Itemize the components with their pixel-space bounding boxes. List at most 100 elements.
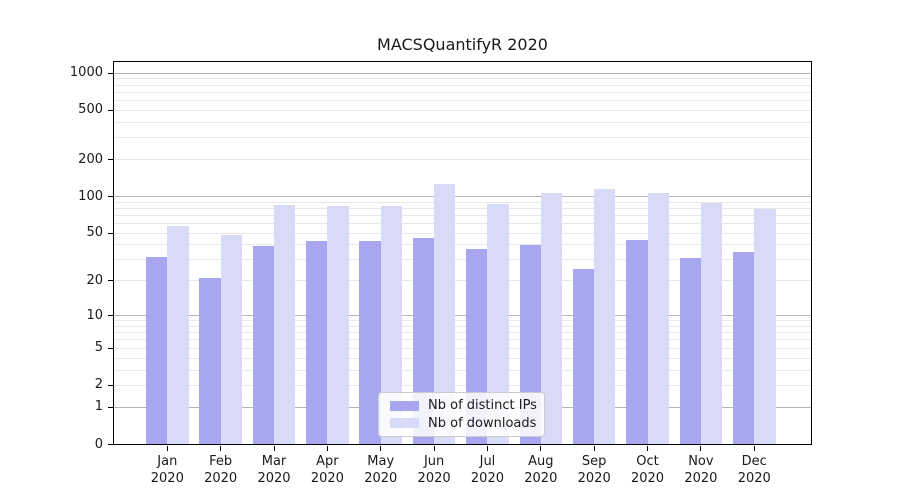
y-tick-label-1000: 1000 [69, 65, 103, 81]
bar-downloads-jun [434, 184, 456, 445]
x-tick-label-dec: Dec 2020 [714, 453, 794, 487]
x-tick-jan [166, 445, 168, 451]
legend: Nb of distinct IPs Nb of downloads [378, 392, 545, 437]
y-tick-200 [107, 159, 113, 161]
y-tick-label-20: 20 [86, 272, 103, 288]
x-tick-label-year: 2020 [417, 470, 451, 486]
x-tick-oct [647, 445, 649, 451]
gridline-major-1000 [113, 72, 812, 74]
bar-downloads-jul [487, 203, 509, 445]
x-tick-label-year: 2020 [737, 470, 771, 486]
x-tick-label-month: Aug [528, 453, 554, 469]
gridline-minor-400 [113, 121, 812, 123]
x-tick-aug [540, 445, 542, 451]
bar-downloads-oct [647, 193, 669, 445]
bar-downloads-sep [594, 189, 616, 445]
gridline-minor-900 [113, 78, 812, 80]
gridline-minor-70 [113, 214, 812, 216]
legend-label-distinct-ips: Nb of distinct IPs [428, 398, 537, 414]
legend-swatch-downloads [390, 418, 419, 429]
y-tick-10 [107, 315, 113, 317]
bar-distinct-ips-nov [679, 258, 701, 445]
x-tick-nov [700, 445, 702, 451]
gridline-minor-80 [113, 207, 812, 209]
bar-downloads-dec [754, 209, 776, 445]
x-tick-label-year: 2020 [577, 470, 611, 486]
y-tick-1 [107, 406, 113, 408]
y-tick-label-2: 2 [94, 377, 103, 393]
x-tick-label-year: 2020 [364, 470, 398, 486]
gridline-minor-9 [113, 320, 812, 322]
gridline-major-10 [113, 315, 812, 317]
bar-distinct-ips-apr [306, 241, 328, 445]
x-tick-label-year: 2020 [204, 470, 238, 486]
gridline-minor-40 [113, 244, 812, 246]
x-tick-label-nov: Nov 2020 [661, 453, 741, 487]
gridline-minor-4 [113, 357, 812, 359]
x-tick-jul [486, 445, 488, 451]
bar-distinct-ips-dec [732, 251, 755, 445]
chart-title: MACSQuantifyR 2020 [377, 35, 548, 54]
bar-distinct-ips-sep [572, 269, 595, 445]
bar-downloads-nov [700, 203, 723, 445]
x-tick-label-feb: Feb 2020 [181, 453, 261, 487]
bar-downloads-apr [327, 206, 349, 445]
y-tick-label-1: 1 [94, 399, 103, 415]
x-tick-label-month: Mar [261, 453, 287, 469]
y-tick-label-0: 0 [94, 436, 103, 452]
x-tick-label-may: May 2020 [341, 453, 421, 487]
gridline-minor-8 [113, 325, 812, 327]
x-tick-label-year: 2020 [310, 470, 344, 486]
x-tick-label-month: Nov [688, 453, 714, 469]
x-tick-label-month: Jan [157, 453, 178, 469]
x-tick-label-month: Feb [209, 453, 233, 469]
gridline-minor-30 [113, 259, 812, 261]
x-tick-label-jul: Jul 2020 [447, 453, 527, 487]
gridline-minor-3 [113, 369, 812, 371]
x-tick-label-apr: Apr 2020 [287, 453, 367, 487]
x-tick-label-month: Sep [581, 453, 607, 469]
x-tick-label-sep: Sep 2020 [554, 453, 634, 487]
bar-downloads-feb [220, 235, 242, 445]
bar-distinct-ips-jan [146, 256, 168, 445]
y-tick-20 [107, 280, 113, 282]
y-tick-label-50: 50 [86, 225, 103, 241]
x-tick-label-jan: Jan 2020 [127, 453, 207, 487]
x-tick-feb [220, 445, 222, 451]
bar-distinct-ips-oct [626, 239, 648, 445]
x-tick-label-year: 2020 [150, 470, 184, 486]
x-tick-mar [273, 445, 275, 451]
bar-distinct-ips-feb [199, 278, 221, 445]
x-tick-label-year: 2020 [257, 470, 291, 486]
x-tick-label-jun: Jun 2020 [394, 453, 474, 487]
gridline-major-100 [113, 196, 812, 198]
gridline-minor-90 [113, 201, 812, 203]
gridline-minor-20 [113, 280, 812, 282]
y-tick-1000 [107, 72, 113, 74]
x-tick-may [380, 445, 382, 451]
gridline-minor-2 [113, 384, 812, 386]
y-tick-label-5: 5 [94, 340, 103, 356]
y-tick-2 [107, 384, 113, 386]
gridline-minor-5 [113, 347, 812, 349]
y-tick-label-10: 10 [86, 307, 103, 323]
x-tick-label-month: Jul [479, 453, 496, 469]
gridline-minor-60 [113, 223, 812, 225]
gridline-minor-50 [113, 232, 812, 234]
gridline-minor-300 [113, 137, 812, 139]
legend-swatch-distinct-ips [390, 400, 419, 411]
x-tick-dec [753, 445, 755, 451]
gridline-minor-600 [113, 100, 812, 102]
x-tick-label-year: 2020 [684, 470, 718, 486]
x-tick-label-oct: Oct 2020 [608, 453, 688, 487]
x-tick-label-month: Apr [316, 453, 339, 469]
x-tick-label-month: Jun [423, 453, 445, 469]
y-tick-label-100: 100 [78, 188, 103, 204]
bar-downloads-jan [167, 226, 189, 445]
bar-distinct-ips-mar [252, 246, 275, 445]
x-tick-label-aug: Aug 2020 [501, 453, 581, 487]
y-tick-0 [107, 444, 113, 445]
x-tick-label-month: Oct [636, 453, 659, 469]
y-tick-500 [107, 109, 113, 111]
